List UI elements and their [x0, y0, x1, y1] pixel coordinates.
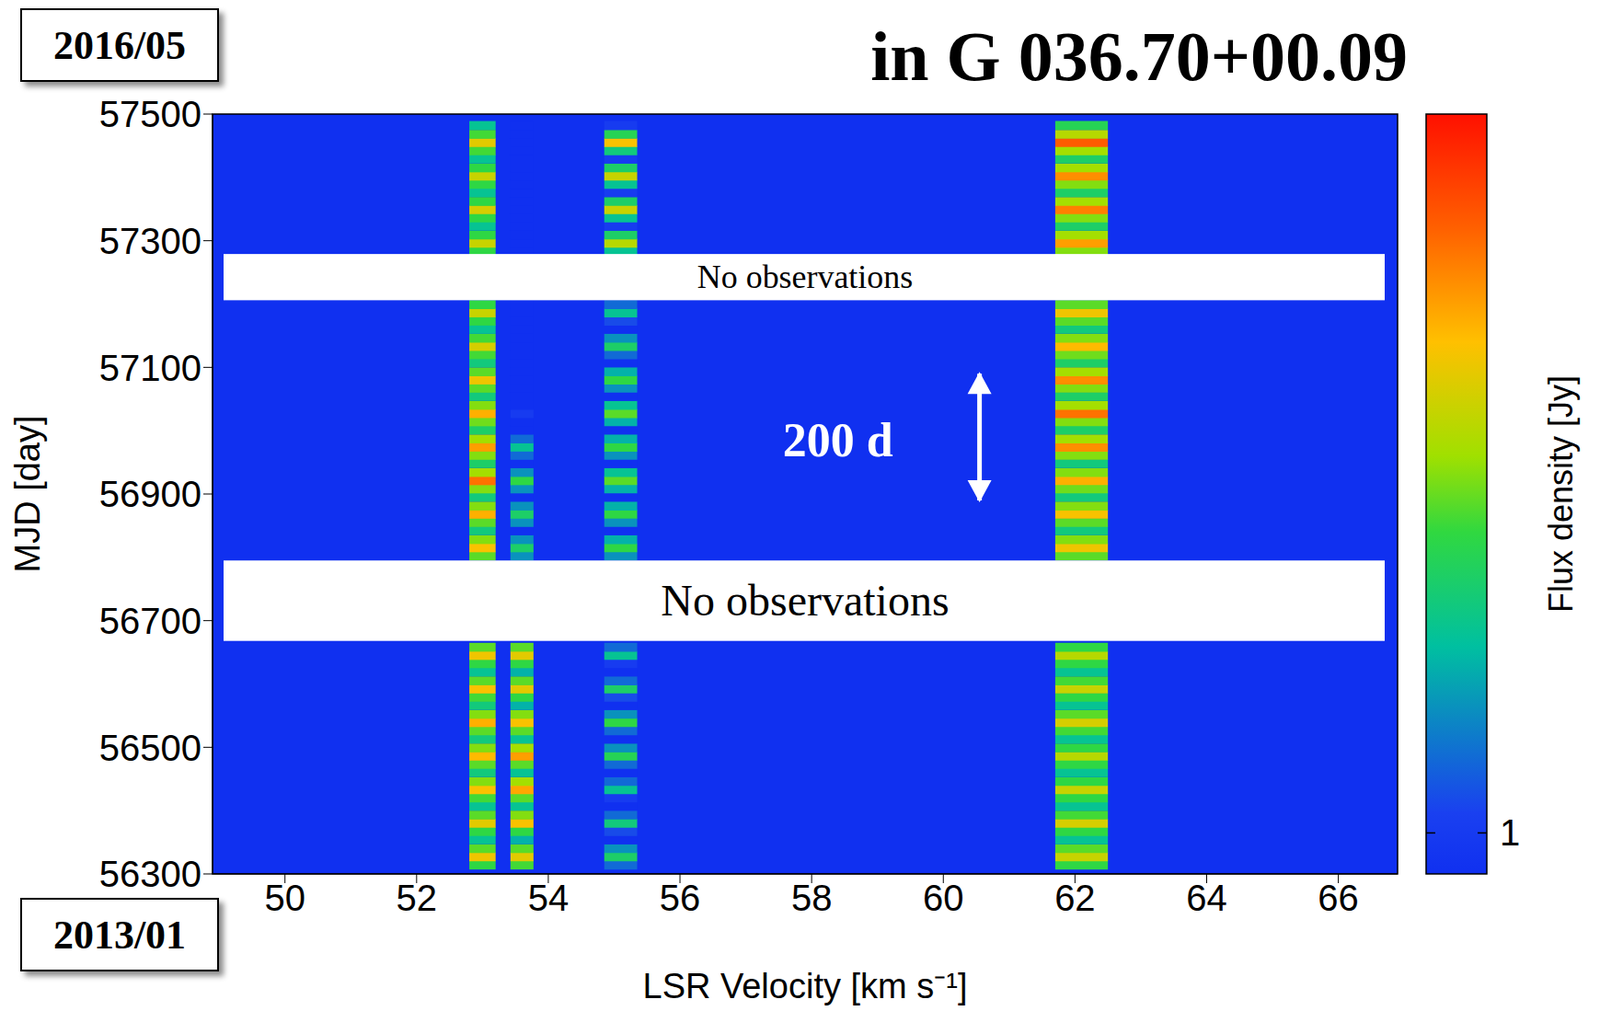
svg-text:56900: 56900: [99, 473, 202, 515]
svg-text:56: 56: [659, 877, 702, 919]
svg-text:Flux density [Jy]: Flux density [Jy]: [1542, 375, 1580, 613]
svg-text:MJD [day]: MJD [day]: [8, 414, 47, 573]
svg-text:52: 52: [396, 877, 438, 919]
svg-text:57100: 57100: [99, 347, 202, 389]
svg-text:64: 64: [1185, 877, 1228, 919]
html-text:in G 036.70+00.09: in G 036.70+00.09: [870, 17, 1408, 95]
svg-text:56700: 56700: [99, 600, 202, 642]
svg-text:50: 50: [264, 877, 306, 919]
svg-text:57300: 57300: [99, 220, 202, 262]
svg-text:56300: 56300: [99, 853, 202, 895]
svg-text:No observations: No observations: [660, 575, 949, 625]
svg-text:LSR Velocity [km s⁻¹]: LSR Velocity [km s⁻¹]: [643, 966, 968, 1006]
svg-text:56500: 56500: [99, 727, 202, 769]
svg-text:60: 60: [922, 877, 965, 919]
html-text:2013/01: 2013/01: [53, 912, 186, 958]
svg-text:No observations: No observations: [697, 258, 913, 296]
svg-text:57500: 57500: [99, 93, 202, 135]
svg-text:62: 62: [1054, 877, 1096, 919]
svg-text:200 d: 200 d: [782, 414, 894, 467]
svg-text:66: 66: [1317, 877, 1359, 919]
svg-text:58: 58: [791, 877, 833, 919]
svg-text:54: 54: [528, 877, 570, 919]
svg-text:1: 1: [1499, 812, 1520, 853]
html-text:2016/05: 2016/05: [53, 22, 186, 68]
